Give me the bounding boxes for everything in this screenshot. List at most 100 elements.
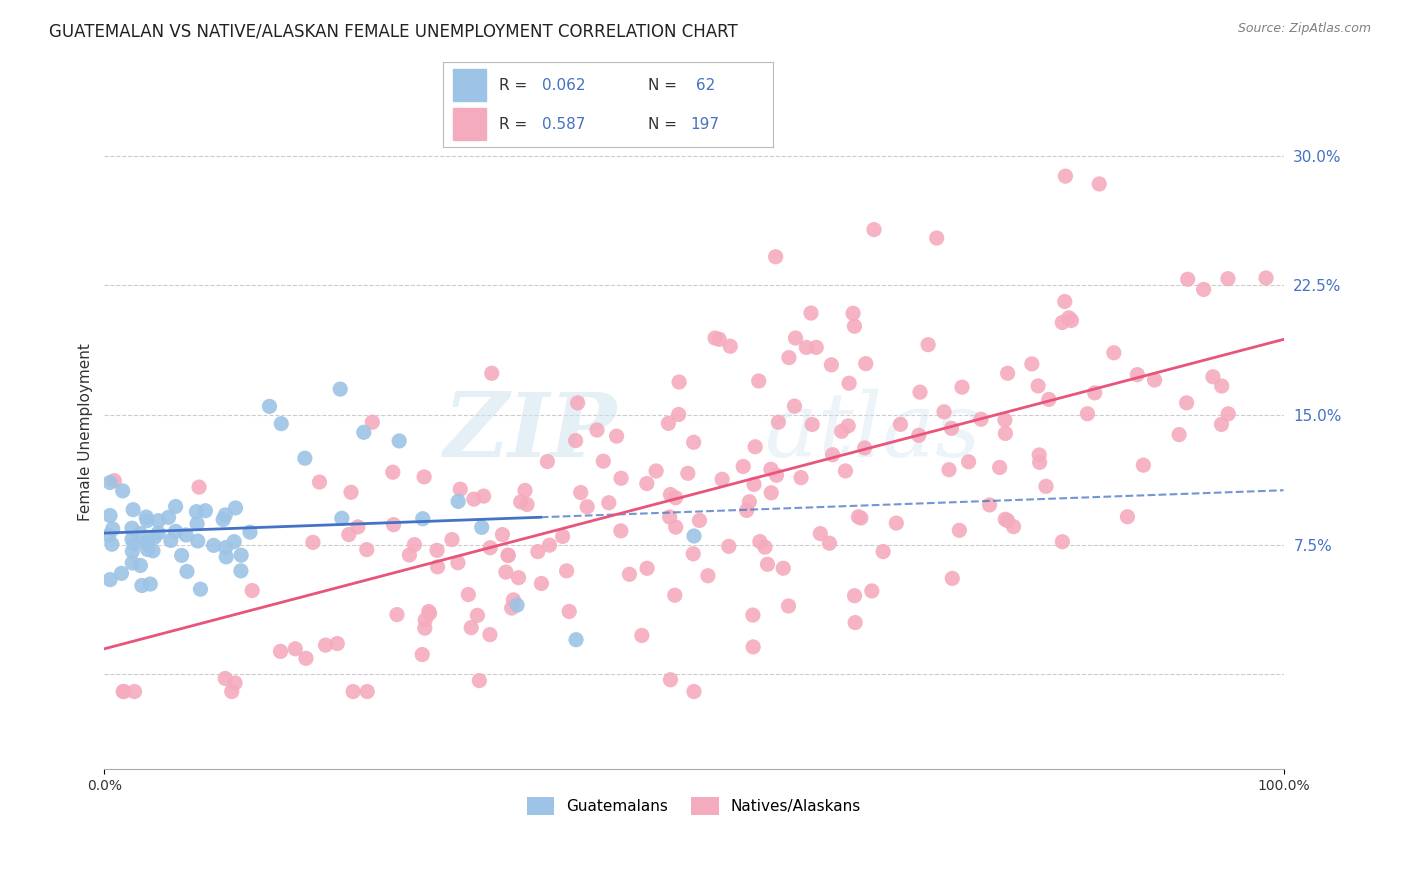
Text: 62: 62 xyxy=(690,78,714,93)
Point xyxy=(842,306,865,320)
Point xyxy=(863,222,886,236)
Point xyxy=(157,510,180,524)
Point xyxy=(419,607,441,621)
Point xyxy=(471,520,494,534)
Point xyxy=(129,526,152,541)
Point xyxy=(463,492,485,507)
Point xyxy=(496,549,519,563)
Point xyxy=(759,462,782,476)
Point xyxy=(294,451,316,466)
Point xyxy=(765,468,787,483)
Point xyxy=(855,357,877,371)
Point xyxy=(212,512,235,526)
Point xyxy=(382,517,405,532)
Point xyxy=(1052,316,1074,330)
Point xyxy=(229,564,252,578)
Point xyxy=(948,523,970,537)
Point xyxy=(1116,509,1139,524)
Point xyxy=(1052,534,1074,549)
Point xyxy=(516,498,538,512)
Point xyxy=(121,556,143,570)
Point xyxy=(844,319,866,334)
Point xyxy=(889,417,911,432)
Point xyxy=(738,494,761,508)
Text: ZIP: ZIP xyxy=(444,389,617,475)
Point xyxy=(619,567,641,582)
Point xyxy=(404,538,426,552)
Point xyxy=(1028,455,1050,469)
Point xyxy=(270,644,292,658)
Point xyxy=(202,538,225,552)
Point xyxy=(538,538,561,552)
Point xyxy=(606,429,628,443)
Text: Source: ZipAtlas.com: Source: ZipAtlas.com xyxy=(1237,22,1371,36)
Point xyxy=(215,549,238,564)
Point xyxy=(112,684,135,698)
Point xyxy=(342,684,364,698)
Point xyxy=(704,331,727,345)
Point xyxy=(136,534,159,549)
Point xyxy=(908,385,931,400)
Point xyxy=(783,399,806,413)
Point xyxy=(551,529,574,543)
Point xyxy=(148,514,170,528)
Point xyxy=(97,528,120,542)
Point xyxy=(711,472,734,486)
Point xyxy=(1053,294,1076,309)
Point xyxy=(353,425,375,440)
Point xyxy=(925,231,948,245)
Point xyxy=(636,476,658,491)
Point xyxy=(124,684,146,698)
Point xyxy=(457,588,479,602)
Point xyxy=(337,527,360,541)
Point xyxy=(381,465,404,479)
Point xyxy=(495,565,517,579)
Point xyxy=(440,533,463,547)
Point xyxy=(491,527,513,541)
Point xyxy=(994,413,1017,427)
Point xyxy=(188,480,211,494)
Point xyxy=(139,577,162,591)
Point xyxy=(121,544,143,558)
Point xyxy=(754,540,776,554)
Point xyxy=(110,566,132,581)
Point xyxy=(834,464,856,478)
Point xyxy=(340,485,363,500)
Point xyxy=(1102,345,1125,359)
Point xyxy=(413,613,436,627)
Point xyxy=(796,340,818,354)
Point xyxy=(502,593,524,607)
Point xyxy=(801,417,824,432)
Text: GUATEMALAN VS NATIVE/ALASKAN FEMALE UNEMPLOYMENT CORRELATION CHART: GUATEMALAN VS NATIVE/ALASKAN FEMALE UNEM… xyxy=(49,22,738,40)
Point xyxy=(136,514,159,528)
Point xyxy=(1035,479,1057,493)
Point xyxy=(385,607,408,622)
Point xyxy=(657,417,679,431)
Point xyxy=(259,400,281,414)
Point xyxy=(136,542,159,557)
Point xyxy=(778,599,800,613)
Point xyxy=(513,483,536,498)
Point xyxy=(994,426,1017,441)
Point xyxy=(1076,407,1098,421)
Bar xyxy=(453,108,486,140)
Point xyxy=(468,673,491,688)
Point xyxy=(785,331,807,345)
Point xyxy=(997,366,1019,380)
Point xyxy=(506,598,529,612)
Point xyxy=(849,511,872,525)
Point xyxy=(1211,417,1233,432)
Point xyxy=(221,684,243,698)
Point xyxy=(592,454,614,468)
Point xyxy=(938,463,960,477)
Point xyxy=(733,459,755,474)
Point xyxy=(1192,282,1215,296)
Point xyxy=(768,415,790,429)
Point xyxy=(941,421,963,435)
Point xyxy=(790,470,813,484)
Point xyxy=(478,627,501,641)
Point xyxy=(659,487,682,501)
Point xyxy=(558,604,581,618)
Point xyxy=(131,578,153,592)
Point xyxy=(837,418,859,433)
